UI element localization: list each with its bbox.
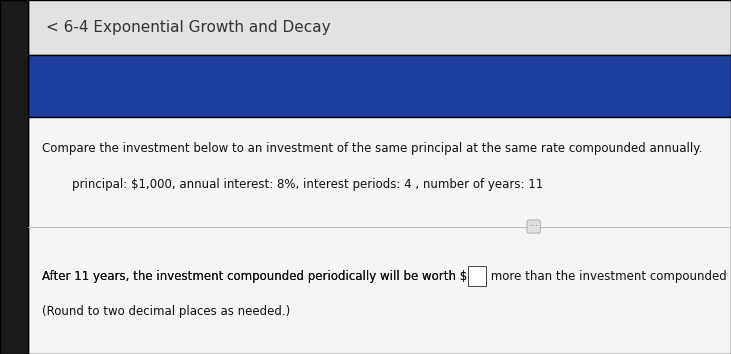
FancyBboxPatch shape	[0, 0, 28, 354]
Text: principal: $1,000, annual interest: 8%, interest periods: 4 , number of years: 1: principal: $1,000, annual interest: 8%, …	[72, 178, 543, 190]
Text: more than the investment compounded annually.: more than the investment compounded annu…	[488, 270, 731, 282]
Text: Compare the investment below to an investment of the same principal at the same : Compare the investment below to an inves…	[42, 142, 702, 155]
Text: After 11 years, the investment compounded periodically will be worth $: After 11 years, the investment compounde…	[42, 270, 468, 282]
Text: After 11 years, the investment compounded periodically will be worth $: After 11 years, the investment compounde…	[42, 270, 468, 282]
FancyBboxPatch shape	[28, 117, 731, 354]
FancyBboxPatch shape	[468, 266, 486, 286]
FancyBboxPatch shape	[28, 55, 731, 117]
Text: ···: ···	[529, 222, 539, 232]
Text: (Round to two decimal places as needed.): (Round to two decimal places as needed.)	[42, 305, 291, 318]
Text: < 6-4 Exponential Growth and Decay: < 6-4 Exponential Growth and Decay	[46, 20, 330, 35]
FancyBboxPatch shape	[28, 0, 731, 55]
